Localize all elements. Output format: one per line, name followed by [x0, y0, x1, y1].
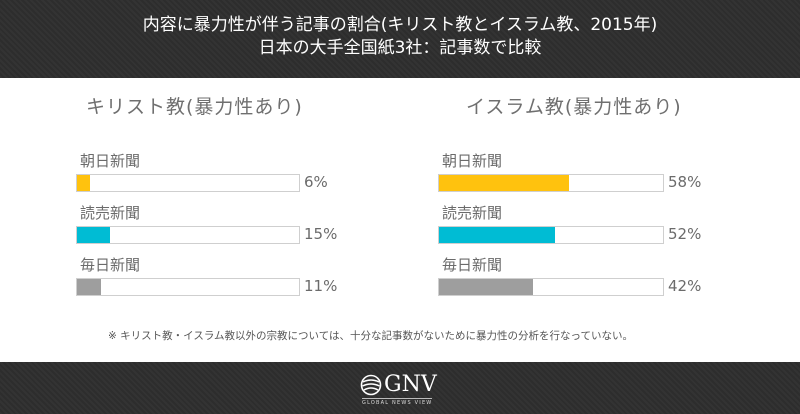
data-label: 42% [668, 277, 702, 295]
chart-subtitle: 日本の大手全国紙3社：記事数で比較 [258, 38, 542, 58]
bar-track [438, 226, 664, 244]
bar-row: 朝日新聞 6% [76, 150, 376, 200]
category-label: 読売新聞 [442, 204, 503, 222]
data-label: 6% [304, 173, 328, 191]
category-label: 読売新聞 [80, 204, 141, 222]
data-label: 52% [668, 225, 702, 243]
footer-bar: GNV GLOBAL NEWS VIEW [0, 362, 800, 414]
logo-wordmark: GNV [384, 372, 437, 397]
category-label: 毎日新聞 [80, 256, 141, 274]
category-label: 朝日新聞 [442, 152, 503, 170]
bar-track [438, 174, 664, 192]
data-label: 15% [304, 225, 338, 243]
globe-icon [360, 374, 382, 396]
bar [439, 227, 556, 243]
bar [439, 175, 569, 191]
bar-row: 毎日新聞 42% [438, 254, 738, 304]
footnote: ※ キリスト教・イスラム教以外の宗教については、十分な記事数がないために暴力性の… [108, 330, 633, 342]
header-banner: 内容に暴力性が伴う記事の割合(キリスト教とイスラム教、2015年) 日本の大手全… [0, 0, 800, 78]
bar-row: 毎日新聞 11% [76, 254, 376, 304]
category-label: 朝日新聞 [80, 152, 141, 170]
panel-title: イスラム教(暴力性あり) [466, 96, 682, 118]
bar-track [76, 226, 300, 244]
logo-tagline: GLOBAL NEWS VIEW [362, 398, 433, 406]
bar-track [438, 278, 664, 296]
bar-row: 朝日新聞 58% [438, 150, 738, 200]
panel-title: キリスト教(暴力性あり) [86, 96, 303, 118]
bar-track [76, 278, 300, 296]
category-label: 毎日新聞 [442, 256, 503, 274]
data-label: 11% [304, 277, 338, 295]
bar-row: 読売新聞 15% [76, 202, 376, 252]
bar [77, 175, 91, 191]
bar [77, 279, 102, 295]
bar-row: 読売新聞 52% [438, 202, 738, 252]
bar-track [76, 174, 300, 192]
bar [439, 279, 534, 295]
gnv-logo[interactable]: GNV GLOBAL NEWS VIEW [360, 370, 444, 406]
data-label: 58% [668, 173, 702, 191]
bar [77, 227, 111, 243]
chart-title: 内容に暴力性が伴う記事の割合(キリスト教とイスラム教、2015年) [142, 15, 658, 35]
